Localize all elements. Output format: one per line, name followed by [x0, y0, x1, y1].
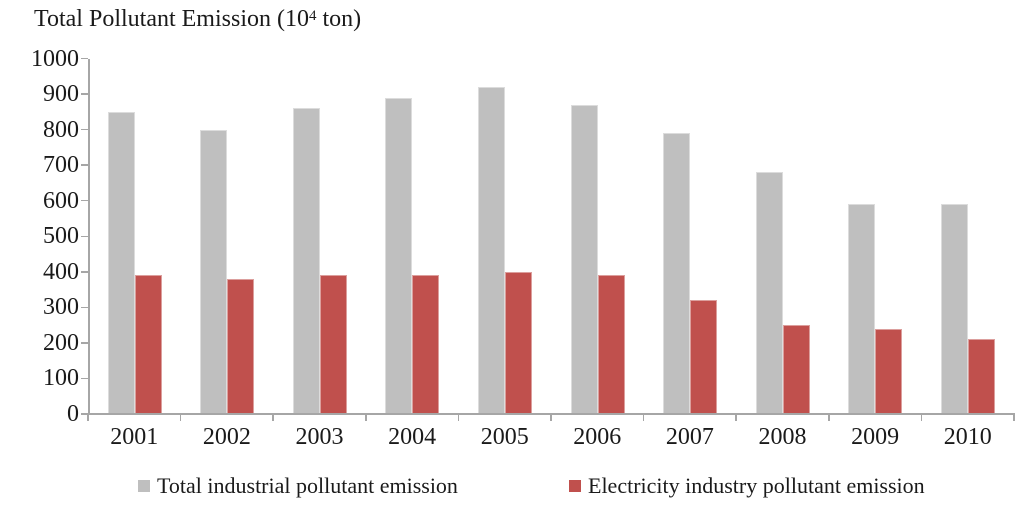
x-axis-tick	[179, 414, 182, 421]
bar-total-industrial-2002	[200, 129, 228, 414]
y-axis-tick	[81, 235, 88, 237]
x-axis-tick	[642, 414, 645, 421]
chart-title-superscript: 4	[308, 8, 317, 24]
y-axis-tick	[81, 199, 88, 202]
x-axis-tick	[828, 414, 830, 421]
bar-total-industrial-2009	[848, 204, 876, 414]
y-axis-tick	[81, 128, 88, 131]
bar-electricity-2001	[134, 275, 162, 414]
x-axis-tick-label: 2008	[758, 424, 807, 450]
y-axis-tick	[81, 93, 88, 95]
bar-electricity-2004	[412, 275, 440, 414]
x-axis-tick	[550, 414, 552, 421]
x-axis-tick-label: 2002	[202, 424, 251, 450]
x-axis-tick	[1013, 414, 1015, 421]
y-axis-tick-label: 800	[43, 116, 79, 143]
legend-item-total-industrial: Total industrial pollutant emission	[138, 472, 458, 500]
y-axis-tick-label: 400	[43, 258, 79, 285]
x-axis-tick	[920, 414, 923, 421]
x-axis-tick	[735, 414, 737, 421]
y-axis-tick	[81, 164, 88, 166]
bar-electricity-2003	[319, 275, 347, 414]
y-axis-tick-label: 900	[43, 81, 79, 108]
x-axis-tick-label: 2001	[110, 424, 159, 450]
bar-electricity-2009	[875, 328, 903, 414]
y-axis-line	[88, 58, 90, 415]
x-axis-tick-label: 2010	[943, 424, 992, 450]
bar-total-industrial-2006	[570, 104, 598, 414]
bar-electricity-2008	[782, 325, 810, 414]
x-axis-tick	[272, 414, 274, 421]
chart-title-tail: ton)	[316, 6, 362, 32]
x-axis-tick-label: 2006	[573, 424, 622, 450]
x-axis-tick	[457, 414, 460, 421]
legend-item-electricity: Electricity industry pollutant emission	[569, 472, 925, 500]
y-axis-tick-label: 100	[43, 365, 79, 392]
x-axis-tick-label: 2003	[295, 424, 344, 450]
bar-total-industrial-2001	[107, 111, 135, 414]
bar-total-industrial-2008	[755, 172, 783, 414]
bar-total-industrial-2007	[663, 133, 691, 414]
x-axis-tick-label: 2009	[851, 424, 900, 450]
y-axis-tick-label: 300	[43, 294, 79, 321]
legend-swatch-electricity	[569, 480, 581, 492]
y-axis-tick-label: 700	[43, 152, 79, 179]
y-axis-tick	[81, 306, 88, 309]
x-axis-tick	[87, 414, 89, 421]
y-axis-tick-label: 1000	[31, 45, 79, 72]
bar-total-industrial-2005	[477, 86, 505, 414]
bar-total-industrial-2004	[385, 97, 413, 414]
bar-total-industrial-2003	[292, 108, 320, 414]
y-axis-tick	[81, 57, 88, 60]
chart-title-base: Total Pollutant Emission (10	[34, 6, 309, 32]
bar-electricity-2002	[227, 278, 255, 414]
legend: Total industrial pollutant emission Elec…	[0, 470, 1024, 500]
bar-electricity-2006	[597, 275, 625, 414]
x-axis-tick-label: 2007	[665, 424, 714, 450]
y-axis-tick	[81, 271, 88, 273]
bar-electricity-2007	[690, 300, 718, 414]
legend-label-electricity: Electricity industry pollutant emission	[588, 473, 925, 498]
y-axis-tick	[81, 413, 88, 415]
x-axis-tick-label: 2004	[388, 424, 437, 450]
y-axis-tick-label: 500	[43, 223, 79, 250]
chart-title: Total Pollutant Emission (104 ton)	[34, 4, 361, 34]
x-axis-tick	[365, 414, 367, 421]
legend-swatch-total-industrial	[138, 480, 150, 492]
y-axis-tick-label: 600	[43, 187, 79, 214]
bar-electricity-2005	[504, 271, 532, 414]
y-axis-tick-label: 200	[43, 329, 79, 356]
bar-electricity-2010	[967, 339, 995, 414]
y-axis-tick	[81, 342, 88, 344]
legend-label-total-industrial: Total industrial pollutant emission	[157, 473, 458, 498]
x-axis-tick-label: 2005	[480, 424, 529, 450]
y-axis-tick	[81, 377, 88, 380]
bar-total-industrial-2010	[940, 204, 968, 414]
y-axis-tick-label: 0	[67, 401, 79, 427]
